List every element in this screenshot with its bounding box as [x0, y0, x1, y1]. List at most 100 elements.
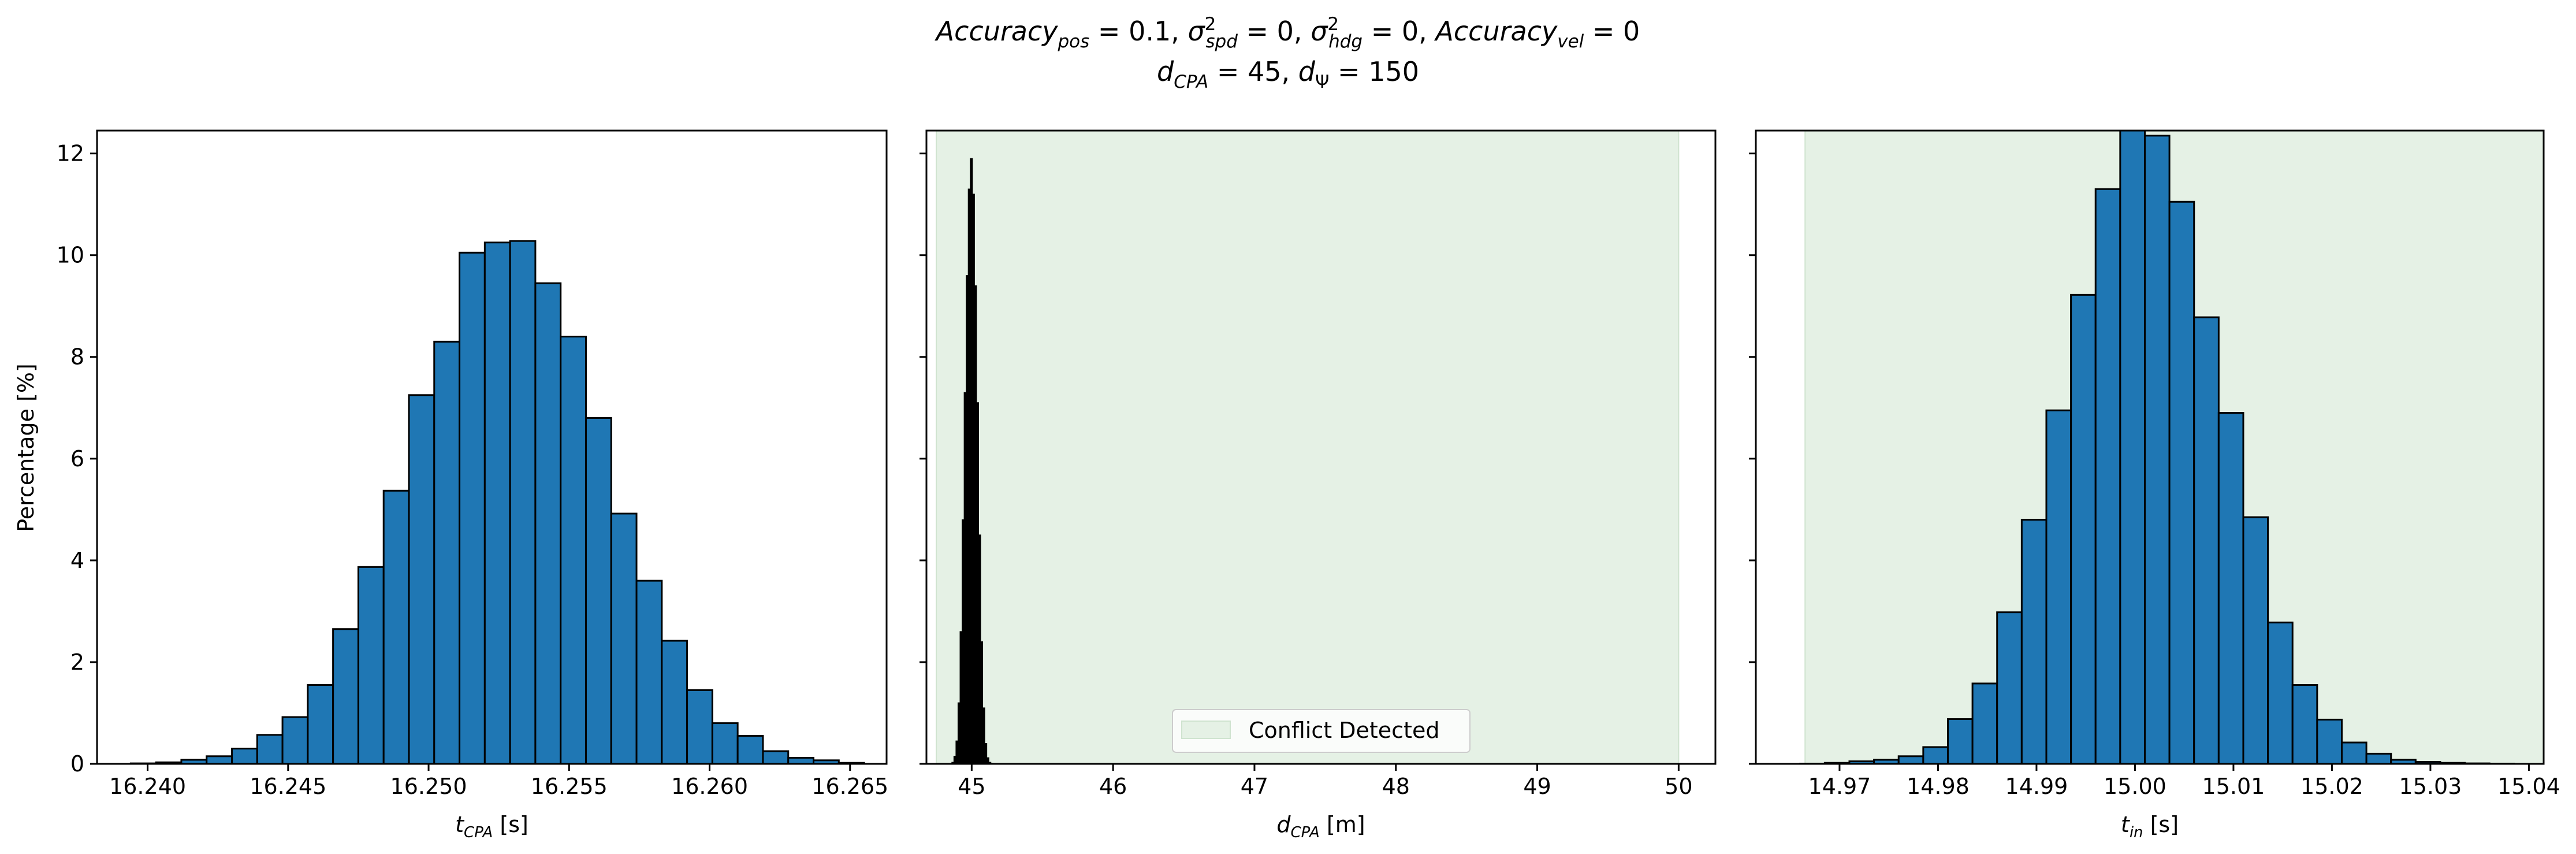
- tcpa-xlabel-unit: [s]: [493, 812, 528, 837]
- tcpa-bar: [206, 755, 233, 765]
- tin-bar: [1897, 755, 1924, 765]
- y-axis-label: Percentage [%]: [13, 363, 39, 532]
- tin-x-tick-label: 14.99: [2005, 774, 2068, 799]
- tcpa-x-tick-label: 16.245: [250, 774, 326, 799]
- panel-dcpa: 45 46 47 48 49 50 Conflict Detected dCPA [m]: [920, 129, 1717, 841]
- dcpa-x-axis-label: dCPA [m]: [1276, 812, 1365, 841]
- tin-x-tick-label: 14.97: [1808, 774, 1871, 799]
- legend: Conflict Detected: [1172, 709, 1471, 753]
- tcpa-bar: [787, 756, 815, 765]
- figure-title-line-2: dCPA = 45, dΨ = 150: [1157, 56, 1419, 92]
- tin-x-tick-label: 15.02: [2300, 774, 2363, 799]
- title-sigma-spd-sup: 2: [1205, 14, 1216, 35]
- title-dcpa-val: = 45,: [1208, 56, 1298, 87]
- tin-x-tick-label: 15.04: [2497, 774, 2560, 799]
- tin-bar: [2193, 316, 2220, 765]
- tcpa-y-tick-label: 10: [57, 243, 84, 268]
- dcpa-xlabel-sub: CPA: [1291, 824, 1320, 841]
- title-accuracy-vel: Accuracy: [1434, 16, 1558, 47]
- tcpa-bar: [459, 251, 486, 765]
- tcpa-y-tick-label: 12: [57, 141, 84, 166]
- dcpa-xlabel-unit: [m]: [1320, 812, 1365, 837]
- tcpa-x-tick-label: 16.255: [531, 774, 608, 799]
- panel-tcpa: 16.240 16.245 16.250 16.255 16.260 16.265 0 2 4…: [57, 129, 888, 841]
- tin-xlabel-main: t: [2121, 812, 2131, 837]
- dcpa-x-tick-label: 48: [1382, 774, 1410, 799]
- tcpa-bar: [408, 394, 435, 765]
- tcpa-axes-frame: [96, 129, 888, 765]
- dcpa-y-ticks: [920, 153, 926, 765]
- tcpa-bar: [585, 417, 612, 765]
- dcpa-conflict-region: [936, 130, 1680, 764]
- tcpa-xlabel-main: t: [455, 812, 465, 837]
- legend-label: Conflict Detected: [1249, 718, 1439, 743]
- tcpa-bar: [534, 282, 562, 765]
- tcpa-bar: [635, 580, 663, 765]
- tin-y-ticks: [1749, 153, 1756, 765]
- tcpa-y-tick-label: 8: [70, 344, 84, 370]
- title-accuracy-pos-val: = 0.1,: [1089, 16, 1188, 47]
- title-dpsi: d: [1298, 56, 1316, 87]
- tin-bar: [2291, 684, 2318, 765]
- legend-box: [1172, 709, 1471, 753]
- tin-x-axis-label: tin [s]: [2121, 812, 2179, 841]
- figure-title-line-1: Accuracypos = 0.1, σ2 spd = 0, σ2 hdg = 0,…: [935, 14, 1640, 52]
- tin-bar: [2340, 741, 2367, 765]
- tcpa-bar: [762, 750, 790, 765]
- dcpa-x-tick-label: 46: [1099, 774, 1127, 799]
- tin-bar: [1922, 746, 1949, 765]
- tcpa-x-tick-label: 16.260: [671, 774, 748, 799]
- dcpa-x-tick-label: 49: [1523, 774, 1551, 799]
- tin-bar: [2316, 718, 2343, 765]
- title-sigma-hdg-val: = 0,: [1363, 16, 1435, 47]
- tin-x-tick-label: 15.00: [2104, 774, 2166, 799]
- tcpa-bar: [736, 735, 764, 765]
- title-dpsi-val: = 150: [1329, 56, 1419, 87]
- tin-x-tick-label: 15.01: [2202, 774, 2265, 799]
- dcpa-x-ticks: 45 46 47 48 49 50: [958, 764, 1693, 799]
- tin-bar: [2045, 409, 2072, 765]
- tcpa-x-tick-label: 16.240: [109, 774, 186, 799]
- dcpa-x-tick-label: 47: [1241, 774, 1268, 799]
- tcpa-bar: [357, 566, 385, 765]
- tin-axes-frame: [1755, 129, 2545, 765]
- title-dcpa-sub: CPA: [1174, 72, 1208, 92]
- legend-swatch: [1181, 721, 1231, 739]
- tin-bar: [2070, 294, 2097, 765]
- tcpa-bar: [307, 684, 334, 765]
- tcpa-y-ticks: 0 2 4 6 8 10 12: [57, 141, 97, 777]
- dcpa-bars: [951, 158, 993, 764]
- tin-xlabel-sub: in: [2130, 824, 2143, 841]
- tcpa-bar: [281, 716, 309, 765]
- tcpa-bar: [382, 489, 410, 765]
- tin-bar: [2242, 516, 2269, 765]
- tcpa-x-tick-label: 16.265: [811, 774, 888, 799]
- panel-tin: 14.97 14.98 14.99 15.00 15.01 15.02 15.03 15.04…: [1749, 129, 2560, 841]
- tcpa-bar: [509, 240, 537, 765]
- tcpa-y-tick-label: 6: [70, 446, 84, 471]
- tcpa-bars: [129, 240, 865, 765]
- tcpa-xlabel-sub: CPA: [464, 824, 493, 841]
- dcpa-axes-frame: [925, 129, 1717, 765]
- title-sigma-hdg-sub: hdg: [1328, 31, 1363, 52]
- tin-bar: [1946, 718, 1974, 765]
- tcpa-bar: [661, 640, 688, 765]
- title-sigma-hdg-sup: 2: [1327, 14, 1339, 35]
- dcpa-xlabel-main: d: [1276, 812, 1291, 837]
- title-accuracy-vel-val: = 0: [1584, 16, 1640, 47]
- tin-bar: [1996, 611, 2023, 765]
- dcpa-x-tick-label: 45: [958, 774, 985, 799]
- tcpa-bar: [711, 722, 739, 765]
- title-sigma-spd-val: = 0,: [1238, 16, 1311, 47]
- tcpa-y-tick-label: 2: [70, 649, 84, 675]
- dcpa-x-tick-label: 50: [1665, 774, 1692, 799]
- tin-bar: [2094, 188, 2121, 765]
- tin-xlabel-unit: [s]: [2143, 812, 2179, 837]
- tcpa-bar: [610, 513, 638, 765]
- tcpa-x-axis-label: tCPA [s]: [455, 812, 528, 841]
- tin-bar: [2020, 518, 2048, 765]
- title-accuracy-vel-sub: vel: [1557, 31, 1584, 52]
- title-sigma-spd-sub: spd: [1205, 31, 1238, 52]
- tin-bar: [2365, 752, 2392, 765]
- tin-bar: [2119, 129, 2146, 765]
